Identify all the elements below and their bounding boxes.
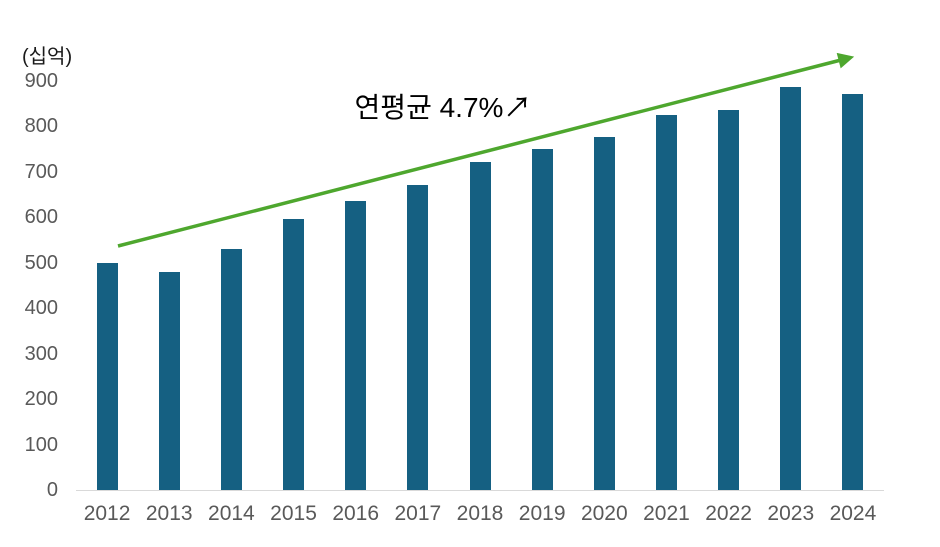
bar-2020 [593,137,615,490]
x-tick-label-2013: 2013 [145,502,193,525]
bar-2018 [469,162,491,490]
x-tick-label-2014: 2014 [208,502,255,525]
x-tick-label-2015: 2015 [270,502,317,525]
bar-2021 [655,114,677,490]
y-tick-label-200: 200 [24,388,58,410]
bar-2023 [780,87,802,490]
y-tick-label-900: 900 [24,69,58,92]
x-tick-label-2021: 2021 [643,502,690,525]
bar-2017 [407,185,429,490]
bar-2019 [531,148,553,490]
x-tick-label-2016: 2016 [332,502,380,525]
y-tick-label-600: 600 [24,206,58,228]
bar-2013 [158,271,180,490]
bar-2016 [345,201,367,490]
x-axis-line [76,490,884,491]
bar-2015 [283,219,305,490]
bar-2024 [842,94,864,490]
x-tick-label-2024: 2024 [829,502,877,525]
x-tick-label-2020: 2020 [580,502,628,525]
y-tick-label-800: 800 [24,115,58,137]
x-tick-label-2017: 2017 [394,502,442,525]
y-tick-label-0: 0 [46,479,58,501]
y-tick-label-700: 700 [24,160,58,183]
trend-annotation: 연평균 4.7%↗ [354,92,532,123]
y-tick-label-100: 100 [24,433,58,456]
bar-2022 [718,110,740,490]
x-tick-label-2019: 2019 [518,502,566,525]
bar-2012 [96,262,118,490]
y-tick-label-400: 400 [24,297,58,319]
x-tick-label-2022: 2022 [705,502,752,525]
x-tick-label-2018: 2018 [456,502,504,525]
bar-2014 [220,248,242,490]
y-axis-unit-label: (십억) [22,46,73,68]
x-tick-label-2012: 2012 [83,502,131,525]
y-tick-label-300: 300 [24,342,58,365]
x-tick-label-2023: 2023 [767,502,815,525]
y-tick-label-500: 500 [24,251,58,274]
